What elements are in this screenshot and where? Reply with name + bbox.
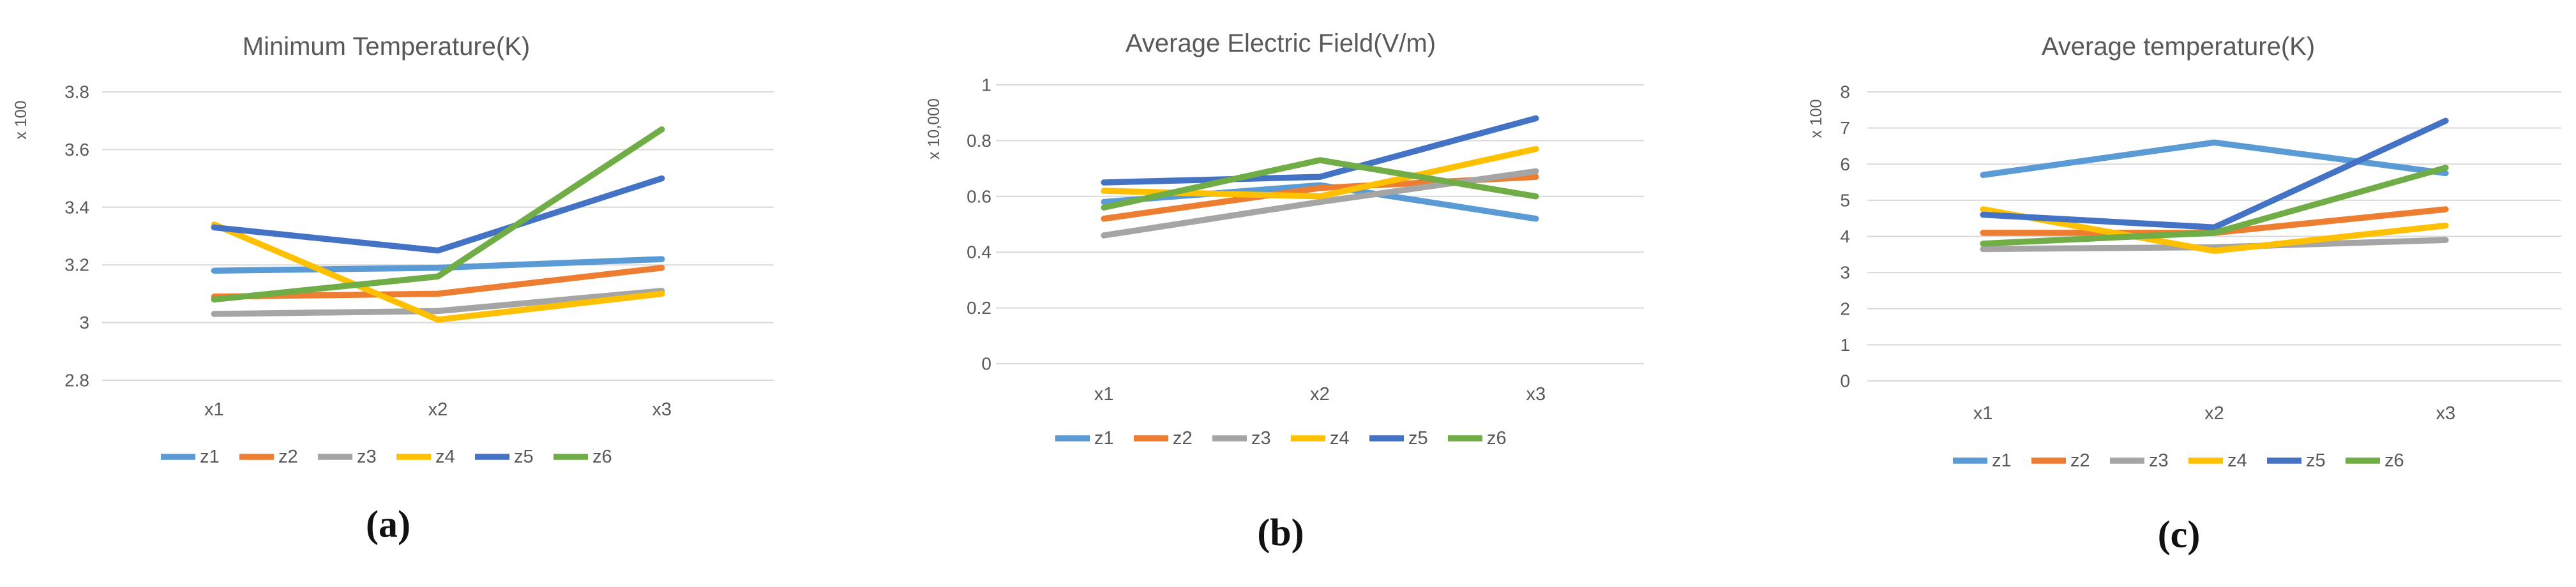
y-tick-label: 4 [1840, 227, 1850, 246]
y-tick-label: 3 [1840, 263, 1850, 283]
chart-title: Minimum Temperature(K) [243, 33, 531, 61]
chart-caption-b: (b) [1257, 511, 1304, 554]
legend-label-z1: z1 [1094, 428, 1114, 449]
legend-label-z1: z1 [1992, 450, 2012, 471]
series-z3-line [211, 288, 665, 317]
minimum-temperature-chart: 2.8 3 3.2 3.4 3.6 3.8 x1 x2 x3 Minimum Temperatur… [12, 33, 774, 467]
legend-label-z3: z3 [2149, 450, 2169, 471]
x-tick-label: x3 [2436, 403, 2456, 424]
legend-label-z5: z5 [1408, 428, 1428, 449]
y-tick-label: 0 [1840, 371, 1850, 391]
legend-label-z3: z3 [1251, 428, 1271, 449]
y-tick-label: 2.8 [64, 371, 89, 390]
average-electric-field-chart: 0 0.2 0.4 0.6 0.8 1 x1 x2 x3 Average Electric Fie… [925, 29, 1644, 449]
series-z5-line [1980, 117, 2449, 231]
chart-panel-a: 2.8 3 3.2 3.4 3.6 3.8 x1 x2 x3 Minimum Temperatur… [0, 0, 859, 587]
chart-title: Average temperature(K) [2042, 33, 2315, 61]
legend-label-z2: z2 [1173, 428, 1193, 449]
chart-title: Average Electric Field(V/m) [1126, 29, 1436, 57]
legend-label-z2: z2 [2070, 450, 2090, 471]
series-z4-line [1980, 206, 2449, 254]
chart-caption-a: (a) [366, 503, 411, 546]
chart-panel-c: 0 1 2 3 4 5 6 7 8 x1 x2 x3 Average temperature(K) x 1… [1717, 0, 2576, 587]
legend-label-z4: z4 [2227, 450, 2247, 471]
x-tick-label: x1 [1973, 403, 1993, 424]
series-z6-line [1980, 165, 2449, 247]
chart-caption-c: (c) [2157, 513, 2201, 556]
legend-label-z6: z6 [1487, 428, 1507, 449]
y-tick-label: 6 [1840, 154, 1850, 174]
series-z1-line [1980, 139, 2449, 178]
y-tick-label: 8 [1840, 82, 1850, 102]
legend-label-z3: z3 [357, 447, 377, 467]
y-tick-label: 2 [1840, 299, 1850, 318]
x-tick-label: x3 [1526, 384, 1546, 405]
x-tick-label: x2 [2204, 403, 2224, 424]
y-tick-label: 3.6 [64, 140, 89, 160]
legend-label-z6: z6 [2384, 450, 2404, 471]
legend-label-z4: z4 [435, 447, 455, 467]
y-tick-label: 1 [981, 75, 991, 95]
x-tick-label: x1 [1094, 384, 1114, 405]
series-z5-line [211, 175, 665, 254]
chart-panel-b: 0 0.2 0.4 0.6 0.8 1 x1 x2 x3 Average Electric Fie… [859, 0, 1717, 587]
x-tick-label: x3 [652, 399, 672, 420]
x-tick-label: x1 [204, 399, 224, 420]
legend-label-z1: z1 [200, 447, 220, 467]
series-z3-line [1980, 237, 2449, 253]
y-tick-label: 3.8 [64, 82, 89, 102]
series-z6-line [211, 126, 665, 303]
y-tick-label: 3 [79, 313, 89, 332]
legend-label-z2: z2 [278, 447, 298, 467]
series-z1-line [211, 256, 665, 274]
y-tick-label: 7 [1840, 118, 1850, 138]
y-tick-label: 3.4 [64, 197, 89, 217]
y-tick-label: 3.2 [64, 255, 89, 275]
series-z4-line [211, 221, 665, 323]
x-tick-label: x2 [1310, 384, 1330, 405]
x-tick-label: x2 [428, 399, 448, 420]
series-z6-line [1101, 157, 1539, 211]
y-tick-label: 5 [1840, 190, 1850, 210]
y-axis-multiplier-label: x 100 [12, 100, 30, 139]
average-temperature-chart: 0 1 2 3 4 5 6 7 8 x1 x2 x3 Average temperature(K) x 1… [1807, 33, 2561, 471]
y-axis-multiplier-label: x 10,000 [925, 98, 943, 160]
y-tick-label: 0.8 [967, 131, 991, 151]
legend-label-z5: z5 [2306, 450, 2326, 471]
series-z2-line [211, 264, 665, 300]
y-tick-label: 0.2 [967, 298, 991, 318]
series-z5-line [1101, 115, 1539, 186]
y-tick-label: 0.6 [967, 186, 991, 206]
legend-label-z6: z6 [592, 447, 612, 467]
y-axis-multiplier-label: x 100 [1807, 99, 1825, 138]
y-tick-label: 0.4 [967, 242, 991, 262]
legend-label-z5: z5 [514, 447, 534, 467]
y-tick-label: 1 [1840, 335, 1850, 355]
legend-label-z4: z4 [1330, 428, 1350, 449]
y-tick-label: 0 [981, 354, 991, 374]
